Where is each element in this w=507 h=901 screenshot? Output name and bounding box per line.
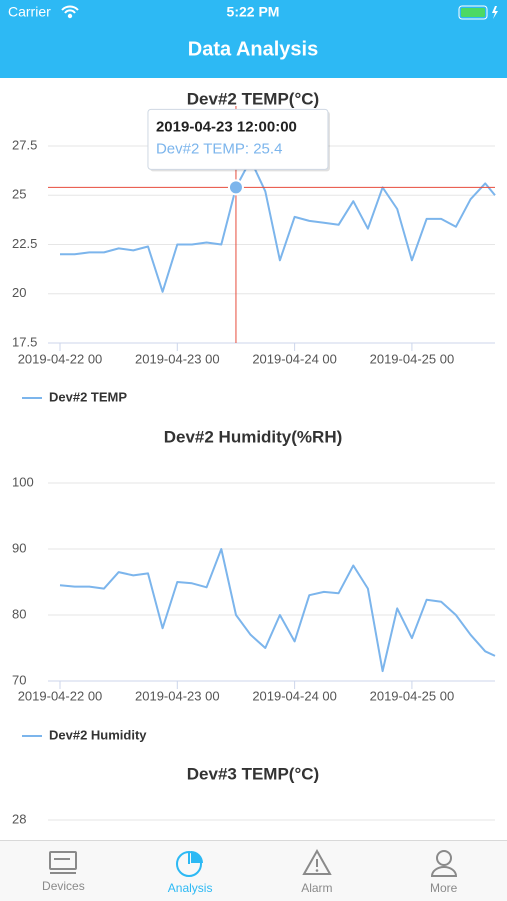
battery-icon [458, 5, 498, 20]
tab-bar: Devices Analysis Alarm More [0, 840, 507, 901]
y-tick-label: 28 [12, 811, 26, 826]
tab-devices[interactable]: Devices [0, 841, 127, 901]
series-line [60, 158, 496, 293]
chart-title: Dev#2 Humidity(%RH) [164, 427, 343, 446]
highlight-point [227, 179, 244, 196]
header-bar [0, 0, 507, 78]
x-tick-label: 2019-04-25 00 [370, 688, 455, 703]
y-tick-label: 90 [12, 540, 26, 555]
x-tick-label: 2019-04-24 00 [252, 688, 337, 703]
series-line [59, 548, 496, 673]
y-tick-label: 27.5 [12, 137, 37, 152]
y-tick-label: 22.5 [12, 236, 37, 251]
tooltip-title: 2019-04-23 12:00:00 [156, 118, 297, 135]
devices-icon [49, 851, 78, 874]
page-title: Data Analysis [188, 38, 318, 60]
alarm-icon [302, 849, 332, 875]
x-tick-label: 2019-04-24 00 [252, 351, 337, 366]
tooltip-box [147, 108, 329, 170]
tab-alarm[interactable]: Alarm [254, 841, 381, 901]
tab-label: More [429, 881, 458, 895]
y-tick-label: 100 [12, 474, 34, 489]
tab-label: Devices [42, 879, 85, 893]
y-tick-label: 25 [12, 187, 26, 202]
clock: 5:22 PM [227, 4, 280, 20]
x-tick-label: 2019-04-22 00 [18, 351, 103, 366]
x-tick-label: 2019-04-23 00 [135, 351, 220, 366]
tab-more[interactable]: More [380, 841, 507, 901]
x-tick-label: 2019-04-23 00 [135, 688, 220, 703]
x-tick-label: 2019-04-25 00 [370, 351, 455, 366]
legend-label: Dev#2 Humidity [49, 727, 147, 742]
y-tick-label: 80 [12, 606, 26, 621]
wifi-icon [61, 5, 79, 19]
tab-label: Analysis [167, 881, 213, 895]
y-tick-label: 17.5 [12, 334, 37, 349]
x-tick-label: 2019-04-22 00 [18, 688, 103, 703]
chart-title: Dev#3 TEMP(°C) [187, 764, 319, 783]
tooltip-text: Dev#2 TEMP: 25.4 [156, 140, 282, 157]
legend-label: Dev#2 TEMP [49, 389, 127, 404]
carrier: Carrier [8, 4, 51, 20]
y-tick-label: 70 [12, 672, 26, 687]
chart-title: Dev#2 TEMP(°C) [187, 89, 319, 108]
analysis-icon [176, 851, 204, 877]
y-tick-label: 20 [12, 285, 26, 300]
tab-analysis[interactable]: Analysis [127, 841, 254, 901]
more-icon [430, 850, 457, 877]
tab-label: Alarm [301, 881, 333, 895]
screen: Carrier 5:22 PM Data Analysis Dev#2 TEMP… [0, 0, 507, 826]
